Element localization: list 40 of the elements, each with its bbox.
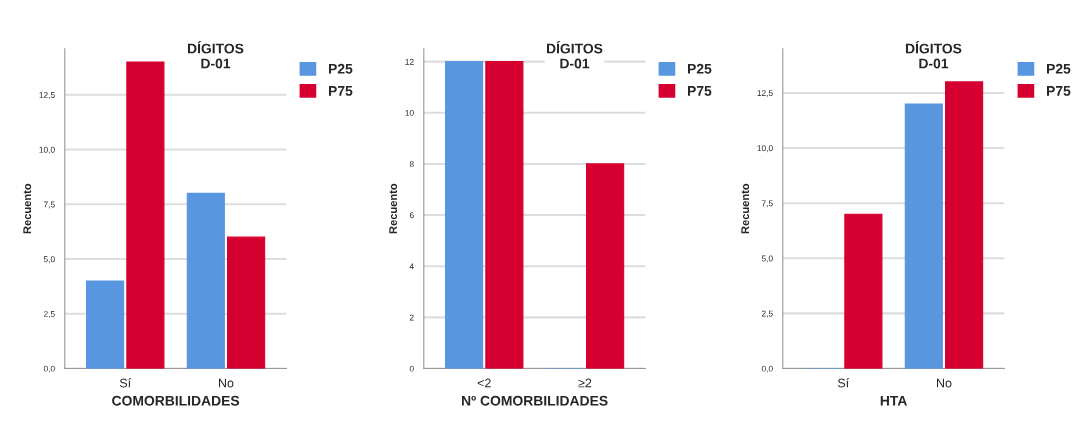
y-tick-label: 12,5 [757, 90, 773, 98]
y-tick-label: 12,5 [39, 92, 55, 99]
x-axis-title: Nº COMORBILIDADES [462, 395, 608, 406]
y-tick-label: 10,0 [39, 146, 55, 154]
y-tick-label: 7,5 [43, 201, 55, 209]
y-tick-label: 4 [409, 263, 414, 270]
chart-title: DÍGITOS D-01 [905, 41, 962, 69]
y-axis-title: Recuento [389, 183, 398, 234]
y-tick-label: 10,0 [757, 145, 773, 153]
legend-label: P75 [329, 86, 353, 96]
x-tick-label: No [937, 378, 952, 388]
legend-label: P25 [1047, 63, 1071, 74]
x-axis-title: HTA [880, 395, 907, 406]
y-tick-label: 0 [409, 365, 414, 372]
x-tick-label: Sí [119, 378, 132, 388]
y-tick-label: 10 [405, 109, 414, 116]
x-tick-label: ≥2 [578, 378, 592, 388]
y-tick-label: 12 [405, 58, 414, 65]
x-tick-label: No [219, 378, 234, 388]
y-tick-label: 7,5 [761, 200, 773, 208]
x-tick-label: Sí [837, 378, 850, 388]
y-tick-label: 6 [409, 212, 414, 219]
legend-label: P75 [688, 86, 712, 96]
chart-title: DÍGITOS D-01 [187, 41, 244, 69]
chart-title: DÍGITOS D-01 [546, 41, 603, 69]
y-tick-label: 8 [409, 161, 414, 168]
legend-label: P75 [1047, 86, 1071, 96]
y-tick-label: 2 [409, 314, 414, 321]
y-tick-label: 5,0 [761, 255, 773, 263]
y-tick-label: 0,0 [761, 365, 773, 373]
y-tick-label: 2,5 [43, 310, 55, 318]
x-axis-title: COMORBILIDADES [112, 395, 240, 406]
y-tick-label: 0,0 [43, 365, 55, 373]
y-axis-title: Recuento [23, 183, 32, 234]
legend-label: P25 [688, 63, 712, 74]
y-tick-label: 2,5 [761, 310, 773, 318]
y-axis-title: Recuento [741, 183, 750, 234]
y-tick-label: 5,0 [43, 256, 55, 264]
legend-label: P25 [329, 63, 353, 74]
x-tick-label: <2 [477, 378, 491, 388]
